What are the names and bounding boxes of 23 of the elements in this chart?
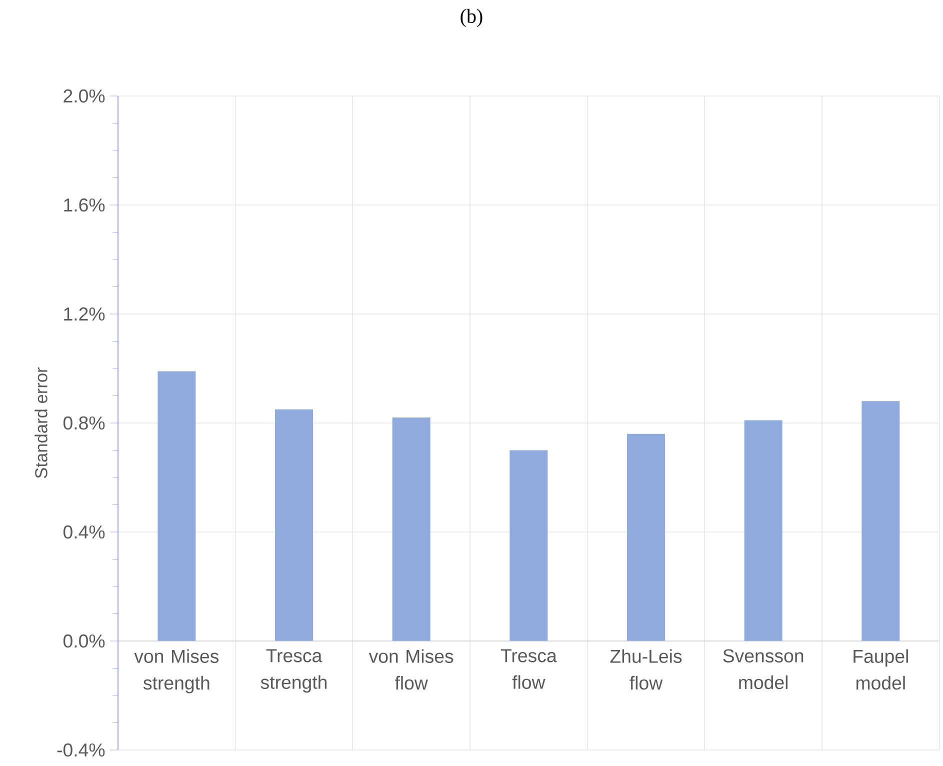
- x-tick-label: von Mises strength: [134, 649, 219, 694]
- x-tick-label: Svensson model: [723, 649, 804, 690]
- x-tick-label: Tresca strength: [260, 649, 327, 693]
- y-tick-label: 0.8%: [63, 416, 105, 430]
- y-tick-label: -0.4%: [57, 743, 105, 757]
- x-tick-label: Tresca flow: [500, 649, 557, 689]
- y-tick-label: 0.4%: [63, 525, 105, 539]
- bar: [275, 409, 314, 641]
- bar: [392, 418, 430, 641]
- x-tick-label: Zhu-Leis flow: [610, 649, 682, 690]
- y-tick-label: 1.6%: [64, 198, 105, 212]
- x-tick-label: Faupel model: [854, 649, 908, 690]
- bar: [862, 401, 900, 641]
- x-tick-label: von Mises flow: [368, 649, 454, 690]
- chart-title: (b): [460, 8, 482, 28]
- bar: [510, 450, 548, 641]
- y-tick-label: 1.2%: [64, 307, 105, 321]
- y-tick-label: 2.0%: [64, 89, 105, 103]
- bar: [158, 371, 196, 641]
- bar: [744, 420, 782, 641]
- bar: [626, 434, 665, 641]
- y-axis-title: Standard error: [34, 367, 48, 478]
- y-tick-label: 0.0%: [63, 634, 105, 648]
